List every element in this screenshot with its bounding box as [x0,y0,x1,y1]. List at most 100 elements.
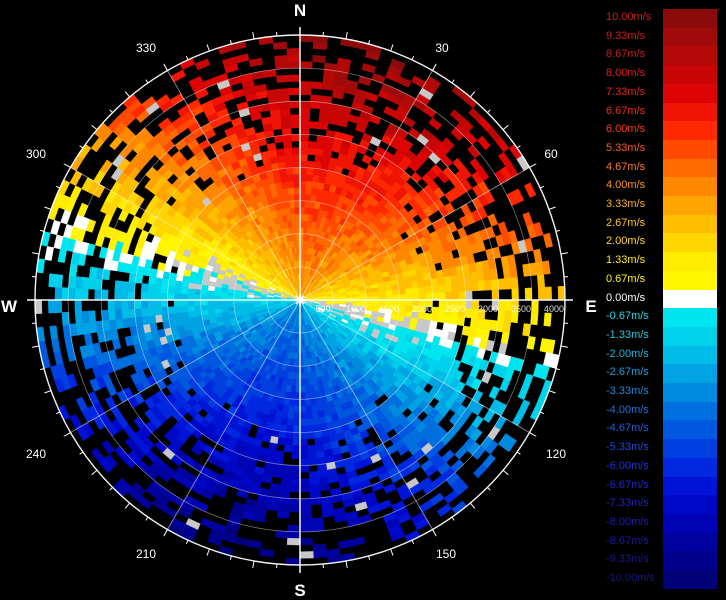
velocity-cell [276,74,289,83]
velocity-cell [310,397,317,406]
velocity-cell [285,160,294,169]
velocity-cell [306,160,315,169]
velocity-cell [288,193,296,202]
range-label-3000: 3000 [478,304,498,314]
velocity-cell [167,292,175,301]
velocity-cell [288,398,296,407]
velocity-cell [187,293,195,301]
velocity-cell [359,292,367,298]
azimuth-tick [32,345,40,348]
velocity-cell [437,276,446,286]
velocity-cell [411,281,419,289]
legend-swatch [663,383,717,402]
angle-label-300: 300 [26,147,46,161]
velocity-cell [299,498,311,506]
legend-label: 4.67m/s [606,160,646,173]
azimuth-tick [124,502,131,509]
velocity-cell [94,289,102,301]
velocity-cell [281,121,292,129]
legend-label: -4.00m/s [606,403,649,416]
velocity-cell [289,101,301,109]
range-label-2000: 2000 [412,304,432,314]
velocity-cell [154,307,162,316]
azimuth-tick [40,368,45,371]
velocity-cell [299,438,308,446]
velocity-cell [51,338,61,353]
range-label-500: 500 [315,304,330,314]
velocity-cell [154,276,163,286]
legend-label: -10.00m/s [606,572,655,584]
velocity-cell [299,392,306,400]
velocity-cell [154,292,162,301]
azimuth-tick [368,40,371,45]
azimuth-tick [44,390,52,394]
velocity-cell [299,405,307,413]
velocity-cell [524,182,537,198]
velocity-cell [292,227,297,235]
velocity-cell [121,308,129,319]
velocity-cell [524,287,533,301]
velocity-cell [292,438,301,446]
velocity-cell [248,57,263,67]
velocity-cell [107,299,115,311]
velocity-cell [227,303,235,308]
velocity-cell [287,180,295,189]
velocity-cell [60,209,72,225]
angle-label-120: 120 [546,447,566,461]
velocity-cell [391,284,400,291]
velocity-cell [299,187,307,195]
velocity-cell [308,121,319,129]
velocity-cell [465,299,473,310]
velocity-cell [385,290,393,296]
azimuth-tick [55,185,61,189]
velocity-cell [437,314,446,324]
velocity-cell [200,309,209,316]
velocity-cell [287,61,301,69]
velocity-cell [288,405,295,413]
velocity-cell [53,350,64,366]
velocity-cell [491,289,499,301]
velocity-cell [471,281,479,292]
velocity-cell [167,306,176,315]
azimuth-tick [451,79,455,84]
velocity-legend: 10.00m/s 9.33m/s 8.67m/s 8.00m/s 7.33m/s 6.67… [606,9,720,591]
velocity-cell [504,277,512,290]
velocity-cell [160,292,168,301]
velocity-cell [308,457,318,466]
velocity-cell [277,88,290,96]
angle-label-60: 60 [544,147,558,161]
velocity-cell [69,185,82,201]
legend-swatch [663,9,717,28]
velocity-cell [431,285,440,294]
legend-label: 3.33m/s [606,198,646,210]
legend-label: 6.00m/s [606,123,646,136]
velocity-cell [127,308,136,319]
velocity-cell [312,550,328,559]
velocity-cell [428,117,443,131]
velocity-cell [310,404,318,413]
velocity-cell [299,140,309,149]
legend-label: 2.00m/s [606,235,646,248]
velocity-cell [174,312,183,320]
velocity-cell [288,504,301,513]
azimuth-tick [529,163,536,168]
velocity-cell [141,283,149,293]
velocity-cell [292,432,301,440]
velocity-cell [101,309,110,322]
velocity-cell [274,54,288,64]
azimuth-tick [229,40,232,45]
velocity-cell [187,310,196,318]
velocity-cell [148,275,157,285]
range-label-1500: 1500 [379,304,399,314]
legend-label: 2.67m/s [606,216,646,229]
velocity-cell [304,398,312,407]
velocity-cell [350,536,366,547]
velocity-cell [111,338,122,350]
velocity-cell [200,517,215,530]
velocity-cell [405,288,413,295]
velocity-cell [484,279,493,291]
legend-label: -0.67m/s [606,310,649,323]
velocity-cell [291,445,301,453]
legend-swatch [663,158,717,178]
velocity-cell [290,213,297,222]
